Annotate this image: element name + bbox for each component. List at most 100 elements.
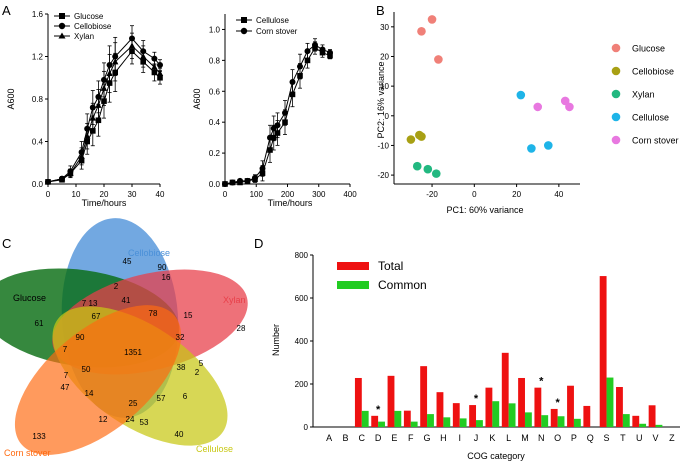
venn-label-corn-stover: Corn stover [4, 448, 51, 458]
d-xtick-label: N [538, 433, 545, 443]
d-bar-common [443, 417, 451, 427]
venn-count: 32 [176, 333, 185, 342]
venn-count: 67 [92, 312, 101, 321]
d-bar-common [622, 414, 630, 427]
d-bar-common [361, 410, 369, 427]
a2-legend-marker [241, 17, 247, 23]
b-legend-dot-glucose [611, 43, 621, 53]
venn-label-xylan: Xylan [223, 295, 246, 305]
a2-legend: Cellulose Corn stover [236, 16, 298, 36]
b-legend-dot-cellulose [611, 112, 621, 122]
a1-x-label: Time/hours [82, 198, 127, 208]
d-bar-total [403, 410, 411, 427]
b-point-glucose [417, 26, 426, 36]
d-legend-total: Total [378, 259, 403, 273]
d-significance-marker: * [555, 397, 560, 409]
b-point-cellulose [516, 90, 526, 100]
a2-point-corn-stover [222, 181, 228, 187]
panel-label-a: A [2, 3, 11, 18]
panel-label-b: B [376, 3, 385, 18]
a2-point-corn-stover [327, 49, 333, 56]
a1-ytick-label: 0.8 [32, 95, 44, 104]
d-xtick-label: U [636, 433, 643, 443]
a2-x-label: Time/hours [268, 198, 313, 208]
a1-xtick-label: 30 [128, 190, 137, 199]
a2-ytick-label: 0.0 [209, 180, 221, 189]
d-xtick-label: O [554, 433, 561, 443]
venn-label-glucose: Glucose [13, 293, 46, 303]
b-x-label: PC1: 60% variance [446, 205, 523, 215]
a1-legend-glucose: Glucose [74, 12, 104, 21]
d-bar-common [639, 423, 647, 427]
a2-point-corn-stover [297, 63, 303, 70]
d-xtick-label: A [326, 433, 332, 443]
venn-count: 7 [82, 299, 87, 308]
b-point-xylan [412, 161, 422, 171]
d-bar-total [436, 392, 444, 427]
panel-label-d: D [254, 236, 263, 251]
d-xtick-label: E [391, 433, 397, 443]
d-bar-total [420, 366, 428, 427]
venn-count: 47 [61, 383, 70, 392]
a2-point-corn-stover [259, 165, 266, 172]
venn-count: 7 [64, 371, 69, 380]
venn-count: 16 [162, 273, 171, 282]
a1-xtick-label: 0 [46, 190, 51, 199]
d-bar-common [541, 415, 549, 427]
a2-point-corn-stover [237, 177, 243, 184]
d-bar-total [616, 387, 623, 427]
b-point-cellulose [543, 141, 553, 150]
d-bar-common [524, 412, 532, 427]
d-significance-marker: * [376, 404, 381, 416]
venn-count: 24 [126, 415, 135, 424]
venn-count: 40 [175, 430, 184, 439]
b-ytick-label: -10 [377, 141, 389, 150]
venn-diagram: Cellobiose Glucose Xylan Cellulose Corn … [0, 218, 248, 458]
d-bar-common [378, 421, 385, 427]
d-bar-common [508, 403, 516, 427]
a2-y-label: A600 [192, 88, 202, 109]
b-point-cellobiose [415, 130, 424, 140]
b-legend-corn-stover: Corn stover [632, 136, 679, 146]
a2-ytick-label: 1.0 [209, 25, 221, 34]
b-point-corn-stover [533, 102, 543, 112]
a1-legend: Glucose Cellobiose Xylan [54, 12, 112, 41]
a1-xtick-label: 20 [100, 190, 109, 199]
a1-legend-marker [58, 32, 66, 39]
venn-count: 45 [123, 257, 132, 266]
venn-count: 28 [237, 324, 246, 333]
d-ytick-label: 800 [295, 251, 309, 260]
venn-count: 2 [195, 368, 200, 377]
a1-point-xylan [84, 132, 91, 139]
b-xtick-label: -20 [426, 190, 438, 199]
d-xtick-label: S [604, 433, 610, 443]
venn-count: 12 [99, 415, 108, 424]
d-ytick-label: 600 [295, 294, 309, 303]
b-legend-xylan: Xylan [632, 90, 655, 100]
venn-count: 14 [85, 389, 94, 398]
d-bar-common [492, 401, 500, 427]
a2-point-corn-stover [274, 122, 281, 129]
d-xtick-label: V [653, 433, 659, 443]
b-ytick-label: 30 [380, 23, 389, 32]
a2-xtick-label: 200 [281, 190, 295, 199]
a1-point-xylan [67, 169, 74, 176]
a1-xtick-label: 10 [72, 190, 81, 199]
d-xtick-label: C [359, 433, 366, 443]
b-point-corn-stover [560, 96, 570, 106]
venn-count: 5 [199, 359, 204, 368]
d-ytick-label: 200 [295, 380, 309, 389]
d-xtick-label: D [375, 433, 382, 443]
b-xtick-label: 20 [512, 190, 521, 199]
a2-point-corn-stover [282, 109, 288, 116]
d-bar-common [573, 418, 581, 427]
venn-count: 78 [149, 309, 158, 318]
a2-xtick-label: 0 [223, 190, 228, 199]
d-bar-common [557, 416, 565, 427]
a2-ytick-label: 0.2 [209, 149, 221, 158]
venn-count: 25 [129, 399, 138, 408]
venn-count: 41 [122, 296, 131, 305]
chart-a2: 0.0 0.2 0.4 0.6 0.8 1.0 0 100 200 300 400 A600 Tim… [192, 14, 357, 208]
venn-count: 90 [76, 333, 85, 342]
